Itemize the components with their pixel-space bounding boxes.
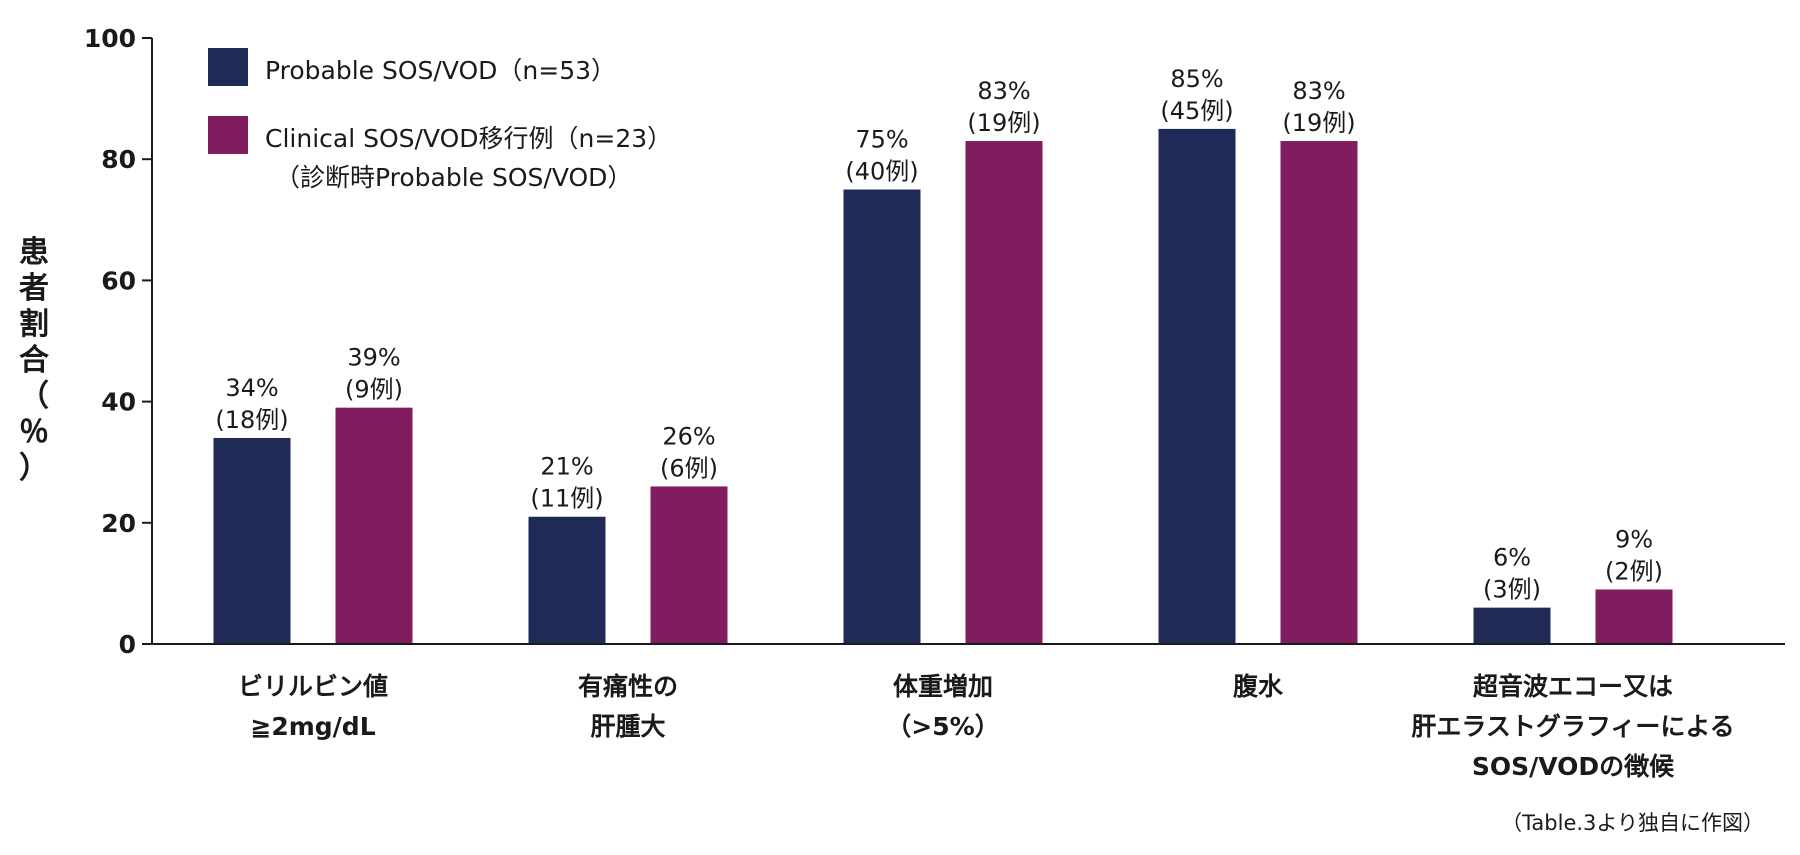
legend-swatch [208, 116, 248, 154]
x-category-label: （>5%） [886, 712, 999, 741]
x-category-label: 有痛性の [578, 672, 678, 701]
legend: Probable SOS/VOD（n=53） Clinical SOS/VOD移行… [208, 48, 672, 192]
bar-probable [213, 437, 291, 644]
y-tick-label: 40 [101, 388, 136, 417]
data-label-percent: 9% [1615, 525, 1653, 553]
x-category-label: ≧2mg/dL [250, 712, 375, 741]
data-labels: 34% (18例) 39% (9例) 21% (11例) 26% (6例) 75% (40例) 83… [215, 65, 1663, 604]
data-label-count: (9例) [345, 376, 403, 404]
legend-swatch [208, 48, 248, 86]
legend-label: Clinical SOS/VOD移行例（n=23） [265, 124, 672, 153]
data-label-percent: 75% [855, 126, 908, 154]
x-category-label: 肝エラストグラフィーによる [1411, 712, 1734, 741]
data-label-percent: 83% [977, 77, 1030, 105]
bars [213, 128, 1673, 644]
y-tick-label: 60 [101, 266, 136, 295]
source-note: （Table.3より独自に作図） [1501, 811, 1764, 835]
x-category-label: ビリルビン値 [238, 672, 388, 701]
bar-probable [843, 189, 921, 644]
y-label-char: 合 [19, 343, 49, 378]
bar-clinical [650, 486, 728, 644]
data-label-count: (19例) [967, 109, 1040, 137]
y-label-char: （ [19, 379, 49, 414]
y-axis: 0 20 40 60 80 100 [84, 24, 153, 659]
y-label-char: 割 [19, 307, 49, 342]
data-label-count: (11例) [530, 485, 603, 513]
bar-probable [1473, 607, 1551, 644]
data-label-count: (2例) [1605, 557, 1663, 585]
data-label-count: (18例) [215, 406, 288, 434]
y-label-char: 患 [19, 235, 49, 270]
legend-sublabel: （診断時Probable SOS/VOD） [275, 163, 632, 192]
y-label-char: 者 [19, 271, 49, 306]
data-label-count: (45例) [1160, 97, 1233, 125]
bar-clinical [965, 141, 1043, 644]
data-label-count: (40例) [845, 158, 918, 186]
data-label-percent: 21% [540, 453, 593, 481]
y-tick-label: 80 [101, 145, 136, 174]
bar-clinical [1280, 141, 1358, 644]
y-tick-label: 100 [84, 24, 136, 53]
data-label-count: (19例) [1282, 109, 1355, 137]
y-tick-label: 0 [119, 630, 136, 659]
legend-label: Probable SOS/VOD（n=53） [265, 56, 616, 85]
data-label-count: (6例) [660, 454, 718, 482]
x-category-label: 腹水 [1233, 672, 1284, 701]
y-tick-label: 20 [101, 509, 136, 538]
data-label-percent: 26% [662, 422, 715, 450]
bar-probable [1158, 128, 1236, 644]
data-label-percent: 83% [1292, 77, 1345, 105]
x-category-label: SOS/VODの徴候 [1472, 752, 1675, 781]
x-category-label: 肝腫大 [590, 712, 665, 741]
y-label-char: ） [19, 451, 49, 486]
data-label-percent: 39% [347, 344, 400, 372]
bar-probable [528, 516, 606, 644]
data-label-percent: 6% [1493, 544, 1531, 572]
bar-clinical [1595, 589, 1673, 644]
data-label-percent: 34% [225, 374, 278, 402]
x-category-label: 超音波エコー又は [1473, 672, 1673, 701]
data-label-percent: 85% [1170, 65, 1223, 93]
bar-clinical [335, 407, 413, 644]
y-label-char: ％ [19, 415, 49, 450]
x-category-label: 体重増加 [893, 672, 993, 701]
data-label-count: (3例) [1483, 576, 1541, 604]
